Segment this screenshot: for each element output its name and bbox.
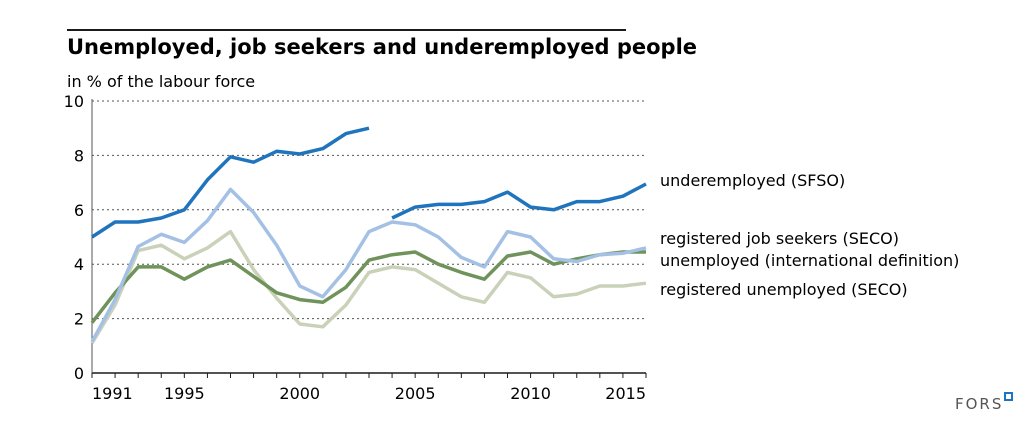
x-tick-label: 2010 bbox=[510, 384, 551, 403]
brand-square-icon bbox=[1004, 392, 1013, 401]
y-tick-label: 6 bbox=[74, 201, 84, 220]
x-tick-label: 2015 bbox=[605, 384, 646, 403]
series-label-3: registered unemployed (SECO) bbox=[660, 280, 908, 299]
y-tick-label: 8 bbox=[74, 146, 84, 165]
brand-text: FORS bbox=[955, 395, 1003, 413]
brand-logo: FORS bbox=[955, 392, 1013, 413]
chart-title: Unemployed, job seekers and underemploye… bbox=[67, 35, 697, 59]
series-label-1: registered job seekers (SECO) bbox=[660, 229, 899, 248]
y-axis-label: in % of the labour force bbox=[67, 72, 255, 91]
series-labels: underemployed (SFSO) registered job seeke… bbox=[660, 171, 959, 299]
series-line-3 bbox=[90, 229, 647, 345]
y-tick-label: 10 bbox=[64, 92, 84, 111]
series-lines bbox=[90, 126, 647, 345]
series-label-2: unemployed (international definition) bbox=[660, 251, 959, 270]
x-tick-label: 1991 bbox=[92, 384, 133, 403]
gridlines bbox=[91, 99, 646, 374]
x-tick-label: 1995 bbox=[164, 384, 205, 403]
x-tick-labels: 1991 1995 2000 2005 2010 2015 bbox=[91, 373, 647, 403]
series-line-1 bbox=[90, 187, 647, 343]
series-line-2 bbox=[90, 250, 646, 324]
y-tick-label: 0 bbox=[74, 364, 84, 383]
x-tick-label: 2000 bbox=[279, 384, 320, 403]
series-line-0 bbox=[91, 126, 647, 239]
y-tick-label: 4 bbox=[74, 255, 84, 274]
x-tick-label: 2005 bbox=[395, 384, 436, 403]
y-tick-label: 2 bbox=[74, 310, 84, 329]
y-tick-labels: 0 2 4 6 8 10 bbox=[64, 92, 84, 383]
series-label-0: underemployed (SFSO) bbox=[660, 171, 845, 190]
